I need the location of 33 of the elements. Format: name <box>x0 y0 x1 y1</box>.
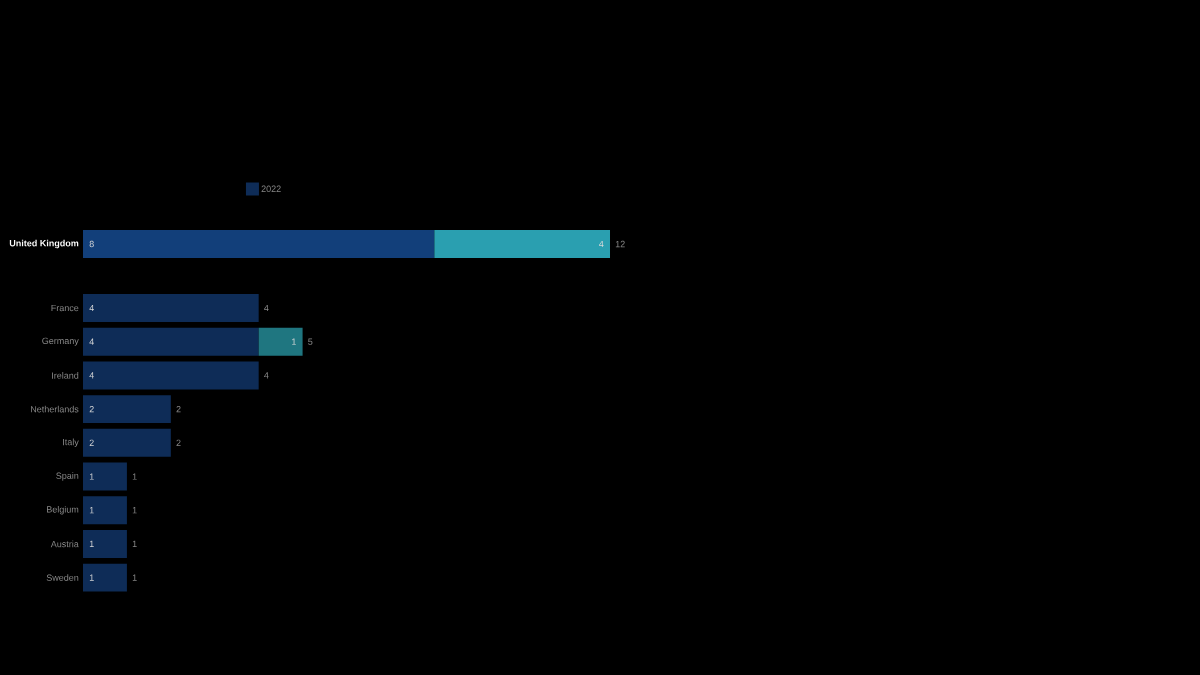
total-label: 12 <box>615 240 625 248</box>
total-label: 5 <box>308 338 313 345</box>
total-label: 1 <box>132 540 137 548</box>
y-tick-label: Netherlands <box>31 405 79 413</box>
y-tick-label: Belgium <box>47 506 79 515</box>
y-tick-label: Germany <box>42 337 79 346</box>
total-label: 4 <box>264 304 269 312</box>
y-tick-label: Spain <box>56 472 79 481</box>
data-label: 1 <box>89 574 94 581</box>
y-tick-label: Italy <box>63 438 79 448</box>
y-tick-label: Austria <box>50 540 79 548</box>
data-label: 1 <box>89 507 94 514</box>
total-label: 1 <box>132 507 137 514</box>
total-label: 1 <box>132 473 137 480</box>
data-label: 1 <box>89 473 94 480</box>
data-label: 1 <box>89 540 94 548</box>
total-label: 2 <box>176 439 181 446</box>
y-tick-label: Sweden <box>46 574 79 581</box>
legend-label: 2022 <box>261 185 281 192</box>
y-tick-label: Ireland <box>52 372 79 379</box>
y-tick-label: United Kingdom <box>9 239 79 249</box>
data-label: 4 <box>89 372 94 379</box>
data-label: 8 <box>89 240 94 248</box>
data-label: 2 <box>89 405 94 413</box>
total-label: 4 <box>264 372 269 379</box>
total-label: 2 <box>176 405 181 413</box>
data-label: 2 <box>89 439 94 446</box>
data-label: 4 <box>89 338 94 345</box>
data-label: 4 <box>89 304 94 312</box>
data-label: 1 <box>292 338 296 345</box>
y-tick-label: France <box>51 304 79 312</box>
data-label: 4 <box>599 240 604 248</box>
total-label: 1 <box>132 574 137 581</box>
